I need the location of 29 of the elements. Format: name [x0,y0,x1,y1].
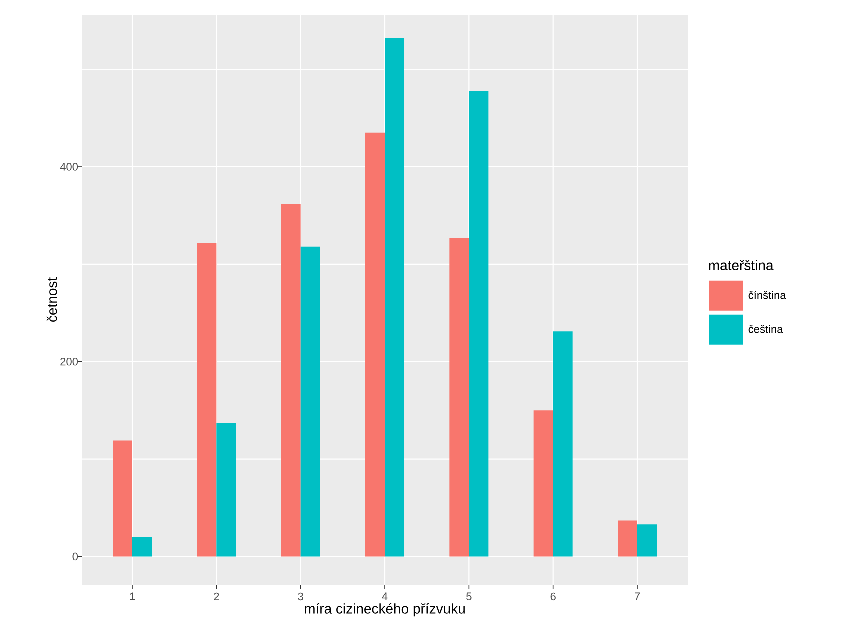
y-tick-label: 0 [72,552,78,561]
x-tick-label: 3 [298,592,304,601]
bar [618,520,638,557]
x-tick-label: 5 [466,592,472,600]
legend-title: mateřština [709,260,774,270]
x-tick-label: 1 [130,592,136,600]
text: čínština [748,291,786,300]
bar [534,410,554,557]
bar [197,243,217,557]
y-axis-title: četnost [46,278,58,322]
x-tick-label: 2 [214,592,220,600]
bar [366,132,386,557]
bar [638,524,657,557]
x-tick-label: 6 [550,592,556,601]
bar [281,204,301,557]
bar [132,537,152,557]
x-axis-title: míra cizineckého přízvuku [305,603,465,617]
x-tick-label: 7 [635,592,640,600]
bar [385,38,405,557]
x-tick-label: 4 [382,592,388,600]
text: čeština [748,325,784,334]
y-tick-label: 200 [60,358,78,366]
bar [469,91,489,557]
y-tick-label: 400 [60,163,78,171]
bar [553,332,573,557]
bar [300,246,320,557]
bar [216,423,236,557]
bar [450,238,470,557]
bar [113,440,133,557]
